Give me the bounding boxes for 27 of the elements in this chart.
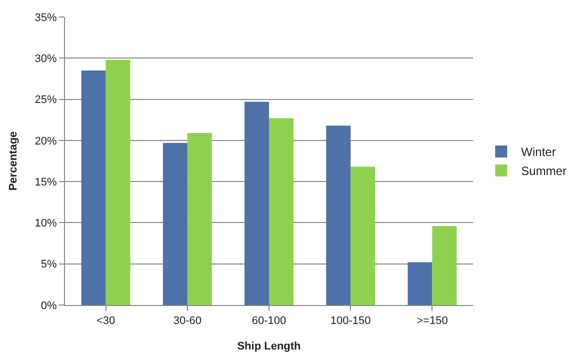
bar	[408, 262, 432, 305]
y-axis-title: Percentage	[7, 131, 20, 191]
x-tick-label: 30-60	[173, 315, 202, 328]
bar	[269, 118, 294, 305]
bar	[81, 70, 106, 305]
y-tick-label: 10%	[34, 218, 58, 230]
y-tick-label: 25%	[34, 94, 58, 106]
bar	[350, 166, 376, 305]
x-tick-label: <30	[96, 315, 116, 328]
bar	[162, 142, 188, 305]
y-tick-label: 20%	[34, 135, 58, 148]
y-tick-label: 15%	[34, 176, 58, 188]
bar	[244, 102, 269, 305]
bar	[326, 126, 351, 305]
legend-label: Winter	[521, 145, 556, 160]
x-tick-label: 60-100	[252, 315, 286, 328]
x-tick-label: >=150	[416, 315, 448, 328]
x-tick-label: 100-150	[330, 315, 371, 328]
bar	[106, 60, 130, 305]
bar	[187, 133, 212, 305]
y-tick-label: 5%	[40, 258, 58, 271]
bar	[432, 226, 457, 305]
x-axis-title: Ship Length	[237, 340, 302, 352]
y-tick-label: 0%	[40, 300, 58, 312]
legend-label: Summer	[521, 164, 567, 178]
y-tick-label: 35%	[34, 12, 58, 24]
y-tick-label: 30%	[34, 52, 58, 65]
